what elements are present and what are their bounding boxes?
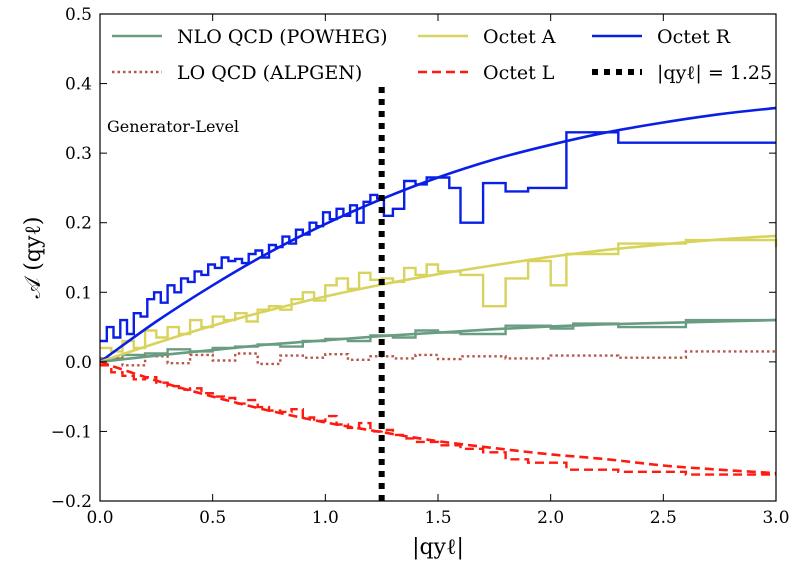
y-tick-label: 0.4 (65, 75, 92, 95)
x-tick-label: 3.0 (762, 508, 789, 528)
x-tick-label: 0.5 (199, 508, 226, 528)
y-tick-label: 0.0 (65, 353, 92, 373)
y-tick-label: 0.1 (65, 283, 92, 303)
octetR-fit-curve (99, 106, 777, 363)
legend-label-cut: |qyℓ| = 1.25 (657, 62, 772, 84)
x-tick-label: 1.5 (424, 508, 451, 528)
nlo-histogram (100, 318, 776, 360)
legend-label-octetL: Octet L (483, 62, 555, 84)
octetR-histogram (100, 131, 776, 343)
legend-label-octetA: Octet A (483, 26, 556, 48)
y-tick-label: −0.1 (51, 422, 92, 442)
x-tick-label: 1.0 (312, 508, 339, 528)
x-axis-label: |qyℓ| (412, 535, 464, 560)
legend: NLO QCD (POWHEG) Octet A Octet R LO QCD (AL… (112, 26, 772, 84)
octetL-histogram (100, 364, 776, 476)
series-group (99, 106, 778, 476)
octetA-histogram (100, 238, 778, 353)
x-tick-label: 2.0 (537, 508, 564, 528)
octetA-fit-curve (99, 234, 777, 364)
nlo-fit-curve (99, 318, 777, 364)
generator-level-annotation: Generator-Level (107, 117, 239, 136)
y-tick-label: 0.3 (65, 144, 92, 164)
y-axis-label: 𝒜 (qyℓ) (21, 216, 46, 298)
ticks-group: 0.0 0.5 1.0 1.5 2.0 2.5 3.0 −0.2 −0.1 0.0 0.1 0.2 0.… (51, 5, 790, 528)
x-tick-label: 2.5 (650, 508, 677, 528)
y-tick-label: 0.5 (65, 5, 92, 25)
y-tick-label: 0.2 (65, 214, 92, 234)
y-tick-label: −0.2 (51, 492, 92, 512)
legend-label-octetR: Octet R (657, 26, 731, 48)
legend-label-lo: LO QCD (ALPGEN) (177, 62, 362, 84)
legend-label-nlo: NLO QCD (POWHEG) (177, 26, 388, 48)
lo-histogram (100, 350, 776, 367)
octetL-fit-curve (99, 360, 777, 475)
x-tick-label: 0.0 (86, 508, 113, 528)
